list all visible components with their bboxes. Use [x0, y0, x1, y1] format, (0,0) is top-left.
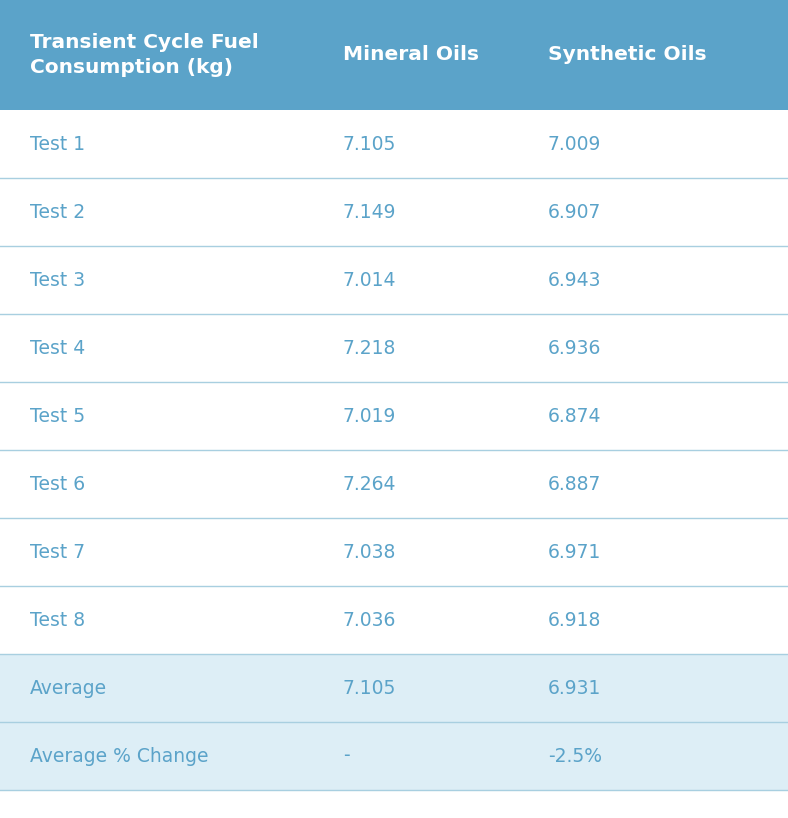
- Text: 6.887: 6.887: [548, 474, 601, 493]
- Text: Test 3: Test 3: [30, 271, 85, 290]
- Text: Test 6: Test 6: [30, 474, 85, 493]
- Bar: [0, 110, 788, 178]
- Bar: [0, 178, 788, 246]
- Text: 7.218: 7.218: [343, 339, 396, 357]
- Text: 7.019: 7.019: [343, 407, 396, 425]
- Text: Test 2: Test 2: [30, 203, 85, 222]
- Text: 6.936: 6.936: [548, 339, 601, 357]
- Text: 6.918: 6.918: [548, 610, 601, 630]
- Text: 7.038: 7.038: [343, 542, 396, 561]
- Bar: [0, 518, 788, 586]
- Text: 7.009: 7.009: [548, 134, 601, 154]
- Bar: [0, 654, 788, 722]
- Text: Synthetic Oils: Synthetic Oils: [548, 46, 706, 65]
- Bar: [0, 382, 788, 450]
- Text: 7.105: 7.105: [343, 134, 396, 154]
- Text: Test 1: Test 1: [30, 134, 85, 154]
- Text: -: -: [343, 747, 349, 766]
- Text: 7.149: 7.149: [343, 203, 396, 222]
- Bar: [0, 586, 788, 654]
- Text: Transient Cycle Fuel
Consumption (kg): Transient Cycle Fuel Consumption (kg): [30, 34, 258, 77]
- Text: 7.014: 7.014: [343, 271, 396, 290]
- Text: 6.931: 6.931: [548, 678, 601, 698]
- Bar: [0, 450, 788, 518]
- Bar: [0, 314, 788, 382]
- Text: 6.907: 6.907: [548, 203, 601, 222]
- Bar: [0, 0, 788, 110]
- Text: Test 4: Test 4: [30, 339, 85, 357]
- Text: Mineral Oils: Mineral Oils: [343, 46, 479, 65]
- Text: Test 8: Test 8: [30, 610, 85, 630]
- Text: 7.105: 7.105: [343, 678, 396, 698]
- Bar: [0, 722, 788, 790]
- Bar: [0, 246, 788, 314]
- Text: 6.874: 6.874: [548, 407, 601, 425]
- Text: 6.943: 6.943: [548, 271, 601, 290]
- Text: -2.5%: -2.5%: [548, 747, 602, 766]
- Text: Average % Change: Average % Change: [30, 747, 209, 766]
- Text: Test 5: Test 5: [30, 407, 85, 425]
- Text: 7.264: 7.264: [343, 474, 396, 493]
- Text: 6.971: 6.971: [548, 542, 601, 561]
- Text: Average: Average: [30, 678, 107, 698]
- Text: Test 7: Test 7: [30, 542, 85, 561]
- Text: 7.036: 7.036: [343, 610, 396, 630]
